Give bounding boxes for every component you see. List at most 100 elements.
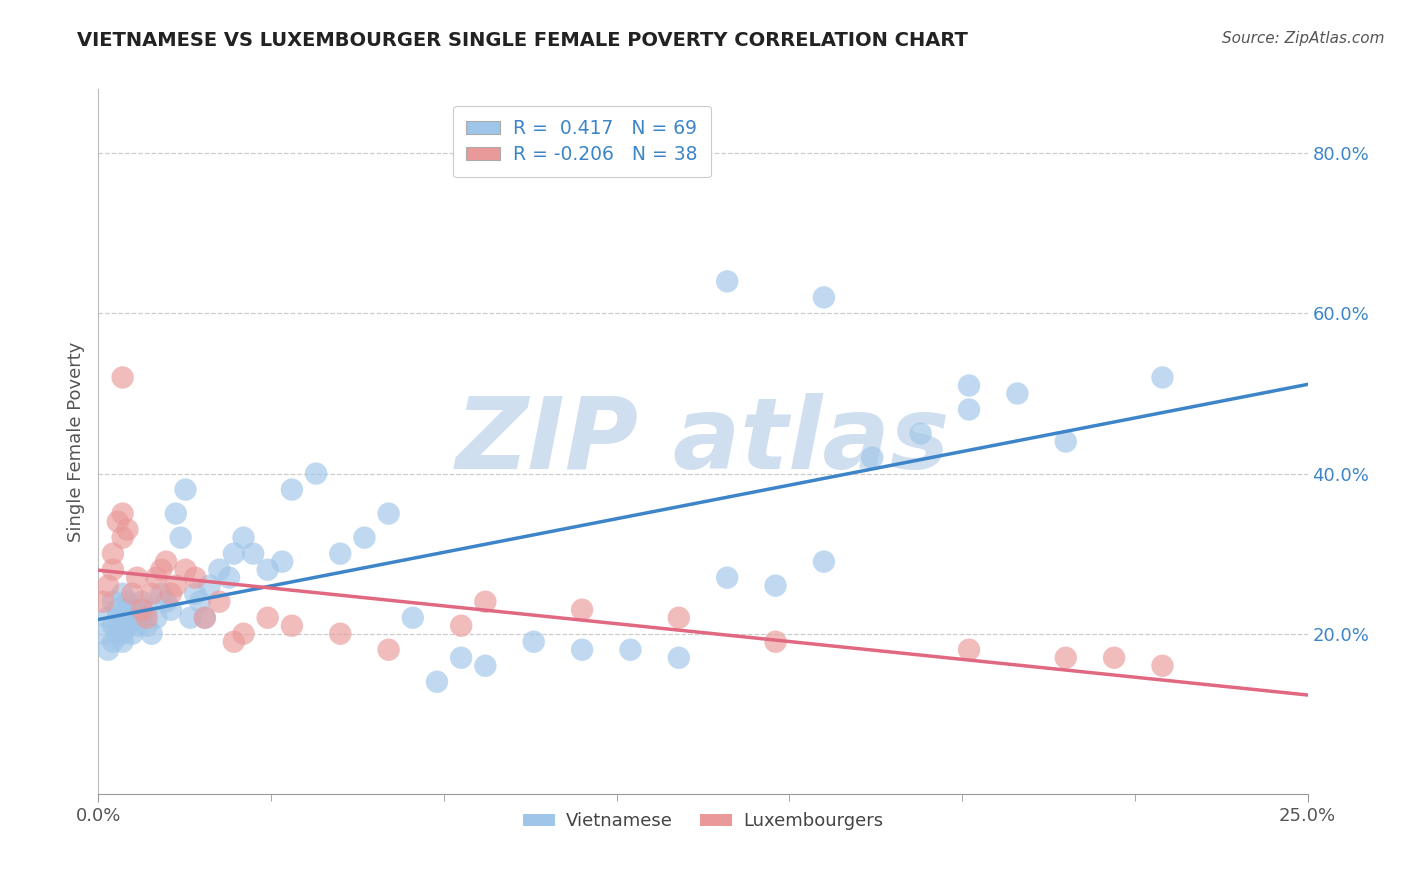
Point bbox=[281, 483, 304, 497]
Point bbox=[402, 610, 425, 624]
Point bbox=[329, 626, 352, 640]
Point bbox=[111, 626, 134, 640]
Point bbox=[150, 587, 173, 601]
Point bbox=[155, 595, 177, 609]
Point bbox=[256, 610, 278, 624]
Point bbox=[242, 547, 264, 561]
Point bbox=[127, 618, 149, 632]
Point bbox=[155, 555, 177, 569]
Legend: Vietnamese, Luxembourgers: Vietnamese, Luxembourgers bbox=[516, 805, 890, 838]
Point bbox=[169, 531, 191, 545]
Point bbox=[426, 674, 449, 689]
Point bbox=[523, 634, 546, 648]
Point bbox=[91, 595, 114, 609]
Point bbox=[184, 571, 207, 585]
Point bbox=[1102, 650, 1125, 665]
Point bbox=[957, 402, 980, 417]
Point bbox=[107, 610, 129, 624]
Text: VIETNAMESE VS LUXEMBOURGER SINGLE FEMALE POVERTY CORRELATION CHART: VIETNAMESE VS LUXEMBOURGER SINGLE FEMALE… bbox=[77, 31, 969, 50]
Point bbox=[256, 563, 278, 577]
Point bbox=[111, 531, 134, 545]
Point bbox=[127, 603, 149, 617]
Point bbox=[1054, 650, 1077, 665]
Point bbox=[121, 626, 143, 640]
Point bbox=[131, 595, 153, 609]
Point bbox=[1152, 658, 1174, 673]
Point bbox=[208, 595, 231, 609]
Point bbox=[474, 595, 496, 609]
Point bbox=[97, 642, 120, 657]
Point bbox=[117, 618, 139, 632]
Point bbox=[160, 587, 183, 601]
Point bbox=[450, 618, 472, 632]
Point bbox=[107, 603, 129, 617]
Point bbox=[377, 642, 399, 657]
Point bbox=[571, 603, 593, 617]
Point bbox=[174, 563, 197, 577]
Point bbox=[131, 610, 153, 624]
Point bbox=[474, 658, 496, 673]
Point bbox=[377, 507, 399, 521]
Point bbox=[101, 634, 124, 648]
Point bbox=[353, 531, 375, 545]
Point bbox=[1054, 434, 1077, 449]
Point bbox=[910, 426, 932, 441]
Point bbox=[101, 547, 124, 561]
Point bbox=[860, 450, 883, 465]
Point bbox=[150, 563, 173, 577]
Point bbox=[101, 618, 124, 632]
Point bbox=[117, 595, 139, 609]
Point bbox=[121, 610, 143, 624]
Point bbox=[222, 547, 245, 561]
Point bbox=[111, 587, 134, 601]
Point bbox=[117, 603, 139, 617]
Point bbox=[97, 610, 120, 624]
Point bbox=[194, 610, 217, 624]
Point bbox=[813, 290, 835, 304]
Point bbox=[232, 531, 254, 545]
Point bbox=[101, 595, 124, 609]
Point bbox=[668, 650, 690, 665]
Point bbox=[232, 626, 254, 640]
Point bbox=[179, 610, 201, 624]
Y-axis label: Single Female Poverty: Single Female Poverty bbox=[66, 342, 84, 541]
Point bbox=[218, 571, 240, 585]
Point bbox=[668, 610, 690, 624]
Point bbox=[127, 571, 149, 585]
Point bbox=[145, 610, 167, 624]
Point bbox=[571, 642, 593, 657]
Point bbox=[1152, 370, 1174, 384]
Point bbox=[117, 523, 139, 537]
Point bbox=[111, 634, 134, 648]
Point bbox=[160, 603, 183, 617]
Point bbox=[329, 547, 352, 561]
Point bbox=[1007, 386, 1029, 401]
Point bbox=[174, 483, 197, 497]
Point bbox=[91, 626, 114, 640]
Point bbox=[141, 626, 163, 640]
Point bbox=[141, 587, 163, 601]
Point bbox=[619, 642, 641, 657]
Point bbox=[957, 642, 980, 657]
Point bbox=[208, 563, 231, 577]
Point bbox=[101, 563, 124, 577]
Point bbox=[121, 587, 143, 601]
Point bbox=[184, 587, 207, 601]
Point bbox=[281, 618, 304, 632]
Point bbox=[716, 274, 738, 288]
Point bbox=[107, 626, 129, 640]
Point bbox=[131, 603, 153, 617]
Point bbox=[145, 571, 167, 585]
Point bbox=[111, 610, 134, 624]
Point bbox=[765, 634, 787, 648]
Point bbox=[188, 595, 211, 609]
Point bbox=[135, 603, 157, 617]
Point bbox=[165, 507, 187, 521]
Point bbox=[450, 650, 472, 665]
Point bbox=[957, 378, 980, 392]
Point bbox=[111, 507, 134, 521]
Point bbox=[111, 370, 134, 384]
Point bbox=[222, 634, 245, 648]
Point bbox=[107, 515, 129, 529]
Point bbox=[813, 555, 835, 569]
